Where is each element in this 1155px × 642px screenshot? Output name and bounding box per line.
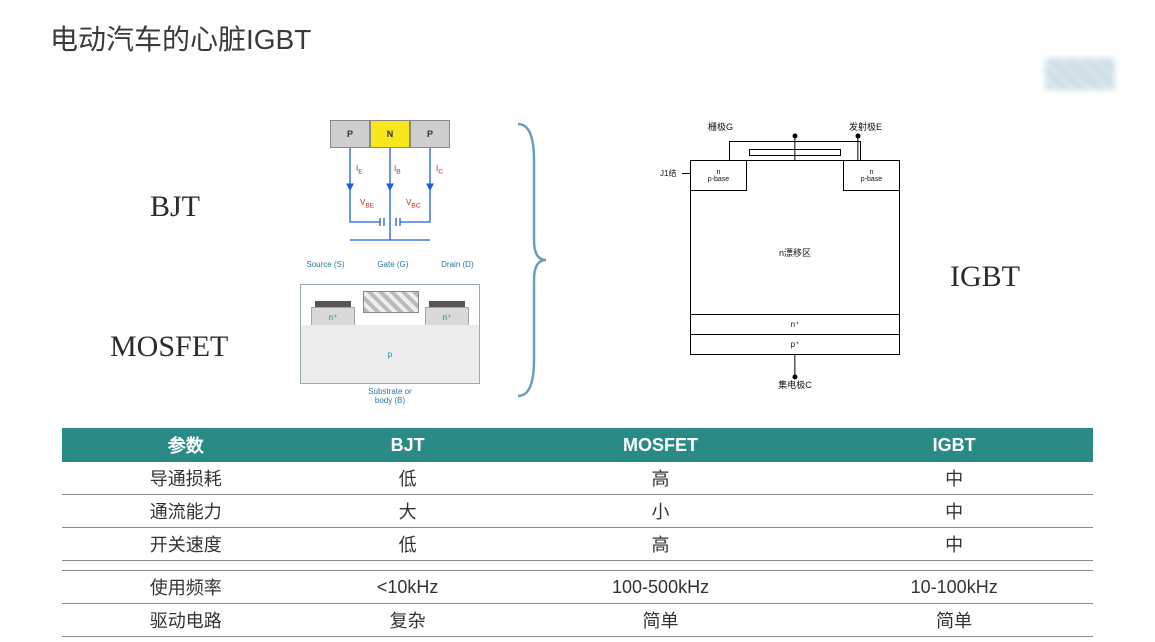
cell: 10-100kHz	[815, 571, 1093, 604]
bjt-ie: IE	[356, 164, 363, 176]
igbt-top-labels: 栅极G 发射极E	[690, 120, 900, 133]
cell: 使用频率	[62, 571, 309, 604]
cell: 低	[309, 462, 505, 495]
igbt-nplus: n⁺	[691, 314, 899, 334]
bjt-ib: IB	[394, 164, 401, 176]
table-header-row: 参数 BJT MOSFET IGBT	[62, 428, 1093, 462]
cell: 高	[506, 528, 816, 561]
bjt-seg-p1: P	[330, 120, 370, 148]
bjt-vbe: VBE	[360, 198, 374, 210]
mosfet-bottom-label: Substrate or body (B)	[290, 388, 490, 406]
page-title: 电动汽车的心脏IGBT	[50, 18, 311, 58]
igbt-emitter-node	[856, 134, 861, 139]
th-igbt: IGBT	[815, 428, 1093, 462]
cell: 导通损耗	[62, 462, 309, 495]
table-row: 开关速度 低 高 中	[62, 528, 1093, 561]
mosfet-substrate: p	[301, 325, 479, 383]
mosfet-drain-label: Drain (D)	[441, 260, 473, 269]
mosfet-well-right: n⁺	[425, 307, 469, 327]
igbt-diagram: 栅极G 发射极E J1结 n p-base n p-base n漂移区 n⁺ p…	[690, 120, 900, 410]
igbt-gate-label: 栅极G	[708, 120, 733, 133]
igbt-pplus: p⁺	[691, 334, 899, 354]
igbt-j1-line	[682, 173, 690, 174]
cell: 高	[506, 462, 816, 495]
cell: 简单	[815, 604, 1093, 637]
igbt-pbase-left: n p-base	[691, 161, 747, 191]
igbt-gate-node	[793, 134, 798, 139]
mosfet-diagram: Source (S) Gate (G) Drain (D) n⁺ n⁺ p Su…	[290, 260, 490, 420]
table-row: 使用频率 <10kHz 100-500kHz 10-100kHz	[62, 571, 1093, 604]
igbt-pbase-right: n p-base	[843, 161, 899, 191]
cell: 通流能力	[62, 495, 309, 528]
bjt-seg-p2: P	[410, 120, 450, 148]
cell: 简单	[506, 604, 816, 637]
cell: 中	[815, 462, 1093, 495]
cell: 开关速度	[62, 528, 309, 561]
table-row: 通流能力 大 小 中	[62, 495, 1093, 528]
bjt-seg-n: N	[370, 120, 410, 148]
label-mosfet: MOSFET	[110, 330, 228, 364]
igbt-collector-label: 集电极C	[690, 378, 900, 391]
merge-brace	[510, 120, 550, 400]
table-row: 驱动电路 复杂 简单 简单	[62, 604, 1093, 637]
cell: 低	[309, 528, 505, 561]
bjt-pnp-bar: P N P	[330, 120, 450, 148]
cell: 中	[815, 528, 1093, 561]
cell: <10kHz	[309, 571, 505, 604]
cell: 100-500kHz	[506, 571, 816, 604]
mosfet-body: n⁺ n⁺ p	[300, 284, 480, 384]
table-gap	[62, 561, 1093, 571]
igbt-emitter-label: 发射极E	[849, 120, 882, 133]
mosfet-gate-label: Gate (G)	[377, 260, 408, 269]
comparison-table-el: 参数 BJT MOSFET IGBT 导通损耗 低 高 中 通流能力 大 小 中…	[62, 428, 1093, 637]
igbt-j1-label: J1结	[660, 168, 676, 179]
diagram-area: BJT MOSFET IGBT P N P	[0, 110, 1155, 420]
mosfet-top-labels: Source (S) Gate (G) Drain (D)	[290, 260, 490, 269]
th-mosfet: MOSFET	[506, 428, 816, 462]
bjt-ic: IC	[436, 164, 443, 176]
mosfet-well-left: n⁺	[311, 307, 355, 327]
igbt-outer: n p-base n p-base n漂移区 n⁺ p⁺	[690, 160, 900, 355]
label-igbt: IGBT	[950, 260, 1020, 294]
watermark	[1045, 58, 1115, 90]
th-param: 参数	[62, 428, 309, 462]
cell: 大	[309, 495, 505, 528]
th-bjt: BJT	[309, 428, 505, 462]
cell: 小	[506, 495, 816, 528]
cell: 驱动电路	[62, 604, 309, 637]
cell: 复杂	[309, 604, 505, 637]
bjt-vbc: VBC	[406, 198, 421, 210]
label-bjt: BJT	[150, 190, 200, 224]
cell: 中	[815, 495, 1093, 528]
mosfet-source-label: Source (S)	[306, 260, 344, 269]
bjt-wires	[290, 148, 490, 258]
igbt-gate-strip	[749, 149, 841, 156]
bjt-diagram: P N P IE IB IC	[290, 120, 490, 260]
table-row: 导通损耗 低 高 中	[62, 462, 1093, 495]
igbt-drift: n漂移区	[691, 191, 899, 314]
comparison-table: 参数 BJT MOSFET IGBT 导通损耗 低 高 中 通流能力 大 小 中…	[62, 428, 1093, 637]
mosfet-gate	[363, 291, 419, 313]
